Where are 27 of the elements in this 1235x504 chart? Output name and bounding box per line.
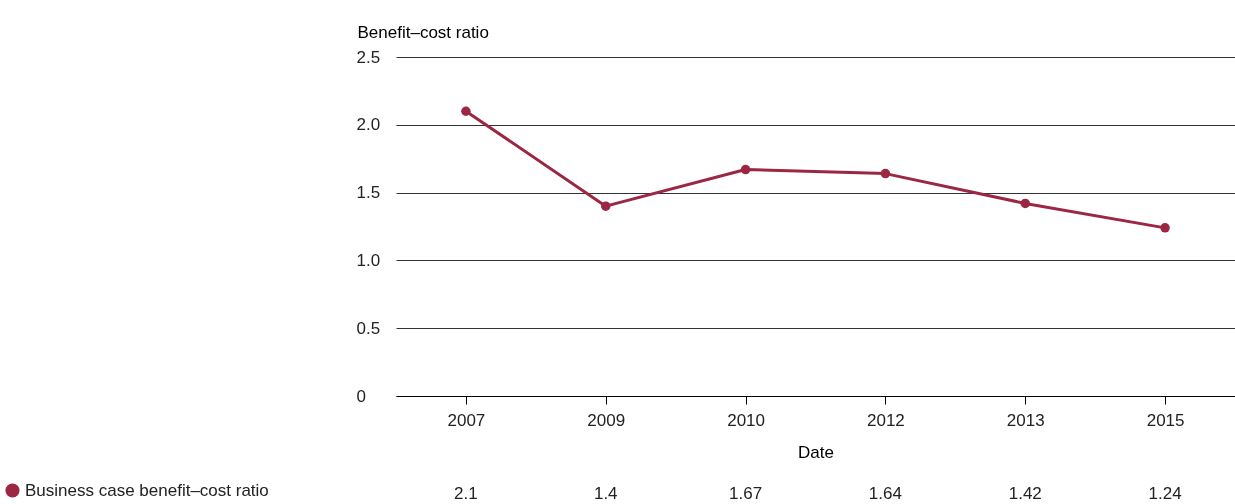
point [880, 168, 891, 179]
data-label: 1.67 [729, 484, 763, 503]
x-tick-label: 2007 [447, 410, 486, 430]
y-axis-title: Benefit–cost ratio [357, 22, 489, 42]
x-tick-label: 2015 [1146, 410, 1185, 430]
x-tick-label: 2013 [1006, 410, 1045, 430]
data-label: 1.4 [593, 484, 618, 503]
point [1160, 223, 1170, 233]
x-tick-label: 2010 [727, 410, 765, 430]
legend-label: Business case benefit–cost ratio [25, 480, 269, 500]
point [1020, 198, 1030, 209]
y-tick-label: 0 [356, 386, 366, 406]
point [461, 106, 471, 116]
y-tick-label: 1.5 [356, 183, 381, 203]
x-tick-label: 2009 [587, 410, 626, 430]
x-axis-title: Date [798, 442, 834, 462]
y-tick-label: 2.0 [356, 115, 381, 135]
y-tick-label: 1.0 [356, 250, 381, 270]
y-tick-label: 2.5 [356, 47, 381, 67]
point [601, 201, 611, 211]
data-label: 1.42 [1008, 484, 1042, 503]
data-label: 1.64 [868, 484, 902, 503]
x-tick-label: 2012 [867, 410, 905, 430]
y-tick-label: 0.5 [356, 318, 381, 338]
point [740, 164, 751, 175]
data-label: 2.1 [454, 484, 478, 503]
data-label: 1.24 [1148, 484, 1182, 503]
